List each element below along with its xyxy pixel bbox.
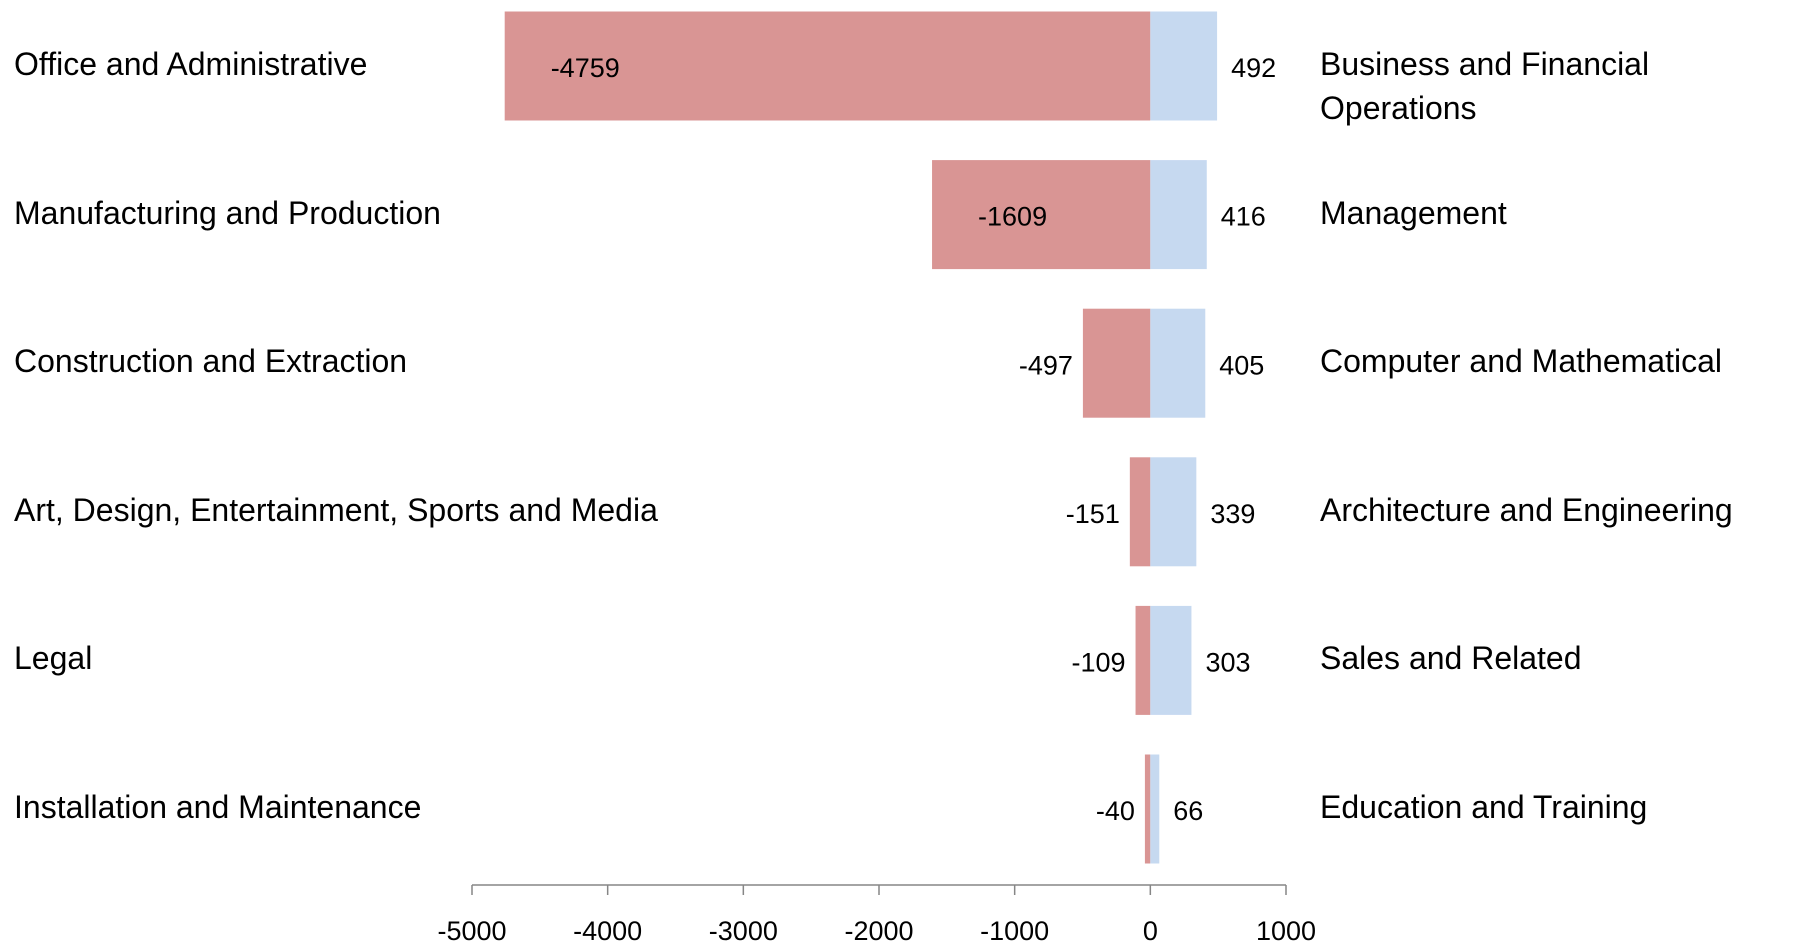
- value-label: -1609: [978, 202, 1047, 232]
- right-category-label: Education and Training: [1320, 789, 1648, 825]
- bar: [1150, 754, 1160, 864]
- x-tick-label: -3000: [709, 916, 778, 946]
- right-category-label: Architecture and Engineering: [1320, 491, 1733, 528]
- value-label: 303: [1205, 648, 1250, 678]
- bar: [1129, 457, 1151, 567]
- bar: [1150, 457, 1197, 567]
- value-label: 492: [1231, 53, 1276, 83]
- right-category-label: Sales and Related: [1320, 640, 1582, 677]
- value-label: 339: [1210, 499, 1255, 529]
- bar: [504, 11, 1151, 121]
- value-label: -497: [1019, 350, 1073, 380]
- value-label: -40: [1096, 796, 1135, 826]
- bar: [1150, 160, 1207, 270]
- bar: [1082, 308, 1151, 418]
- x-tick-label: -5000: [437, 916, 506, 946]
- right-category-label: Management: [1320, 194, 1507, 231]
- left-category-label: Office and Administrative: [14, 46, 368, 82]
- left-category-label: Art, Design, Entertainment, Sports and M…: [14, 491, 658, 528]
- bar: [1150, 308, 1206, 418]
- bar: [932, 160, 1151, 270]
- value-label: 66: [1173, 796, 1203, 826]
- value-label: -151: [1066, 499, 1120, 529]
- left-category-label: Manufacturing and Production: [14, 194, 441, 231]
- left-category-label: Installation and Maintenance: [14, 789, 422, 825]
- x-tick-label: 1000: [1256, 916, 1316, 946]
- value-label: -4759: [551, 53, 620, 83]
- bar: [1150, 605, 1192, 715]
- left-category-label: Legal: [14, 640, 93, 677]
- value-label: -109: [1071, 648, 1125, 678]
- bar: [1150, 11, 1218, 121]
- value-label: 405: [1219, 350, 1264, 380]
- bar: [1144, 754, 1151, 864]
- x-tick-label: -2000: [844, 916, 913, 946]
- right-category-label: Computer and Mathematical: [1320, 343, 1722, 380]
- value-label: 416: [1221, 202, 1266, 232]
- x-tick-label: -4000: [573, 916, 642, 946]
- x-tick-label: -1000: [980, 916, 1049, 946]
- x-tick-label: 0: [1143, 916, 1158, 946]
- left-category-label: Construction and Extraction: [14, 343, 408, 380]
- bar: [1135, 605, 1151, 715]
- right-category-label: Business and Financial Operations: [1320, 46, 1650, 126]
